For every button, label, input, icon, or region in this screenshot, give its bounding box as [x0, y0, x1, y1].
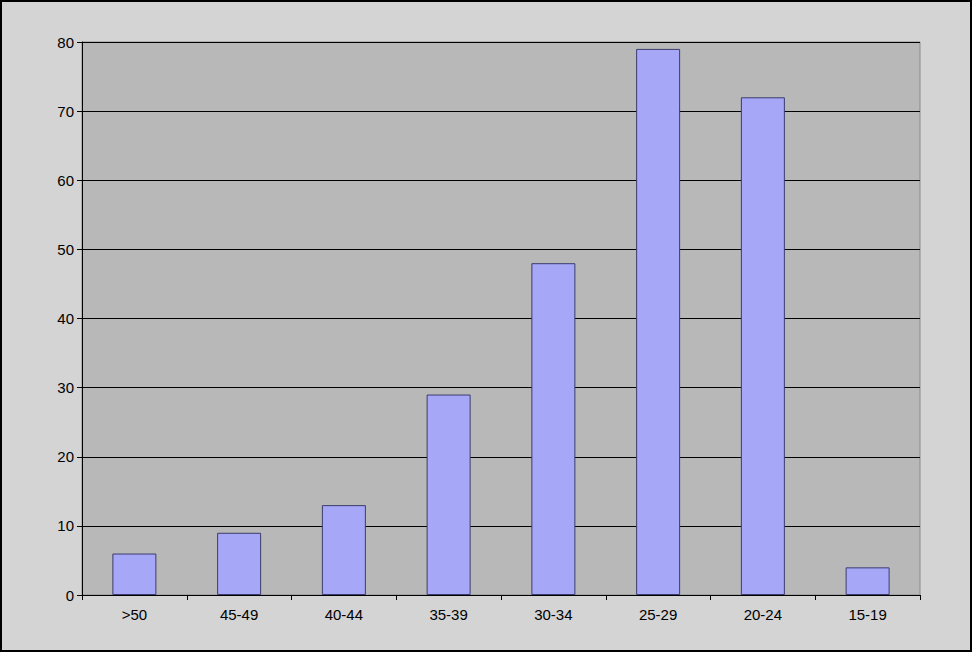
svg-text:10: 10	[57, 517, 74, 534]
svg-text:45-49: 45-49	[220, 606, 258, 623]
svg-text:0: 0	[66, 587, 74, 604]
svg-text:40-44: 40-44	[325, 606, 363, 623]
svg-text:15-19: 15-19	[848, 606, 886, 623]
svg-text:80: 80	[57, 34, 74, 51]
svg-text:20-24: 20-24	[744, 606, 782, 623]
svg-text:30-34: 30-34	[534, 606, 572, 623]
svg-text:35-39: 35-39	[429, 606, 467, 623]
svg-text:40: 40	[57, 310, 74, 327]
svg-text:20: 20	[57, 448, 74, 465]
svg-text:30: 30	[57, 379, 74, 396]
svg-text:25-29: 25-29	[639, 606, 677, 623]
svg-text:60: 60	[57, 172, 74, 189]
svg-text:>50: >50	[122, 606, 147, 623]
svg-text:50: 50	[57, 241, 74, 258]
svg-text:70: 70	[57, 103, 74, 120]
